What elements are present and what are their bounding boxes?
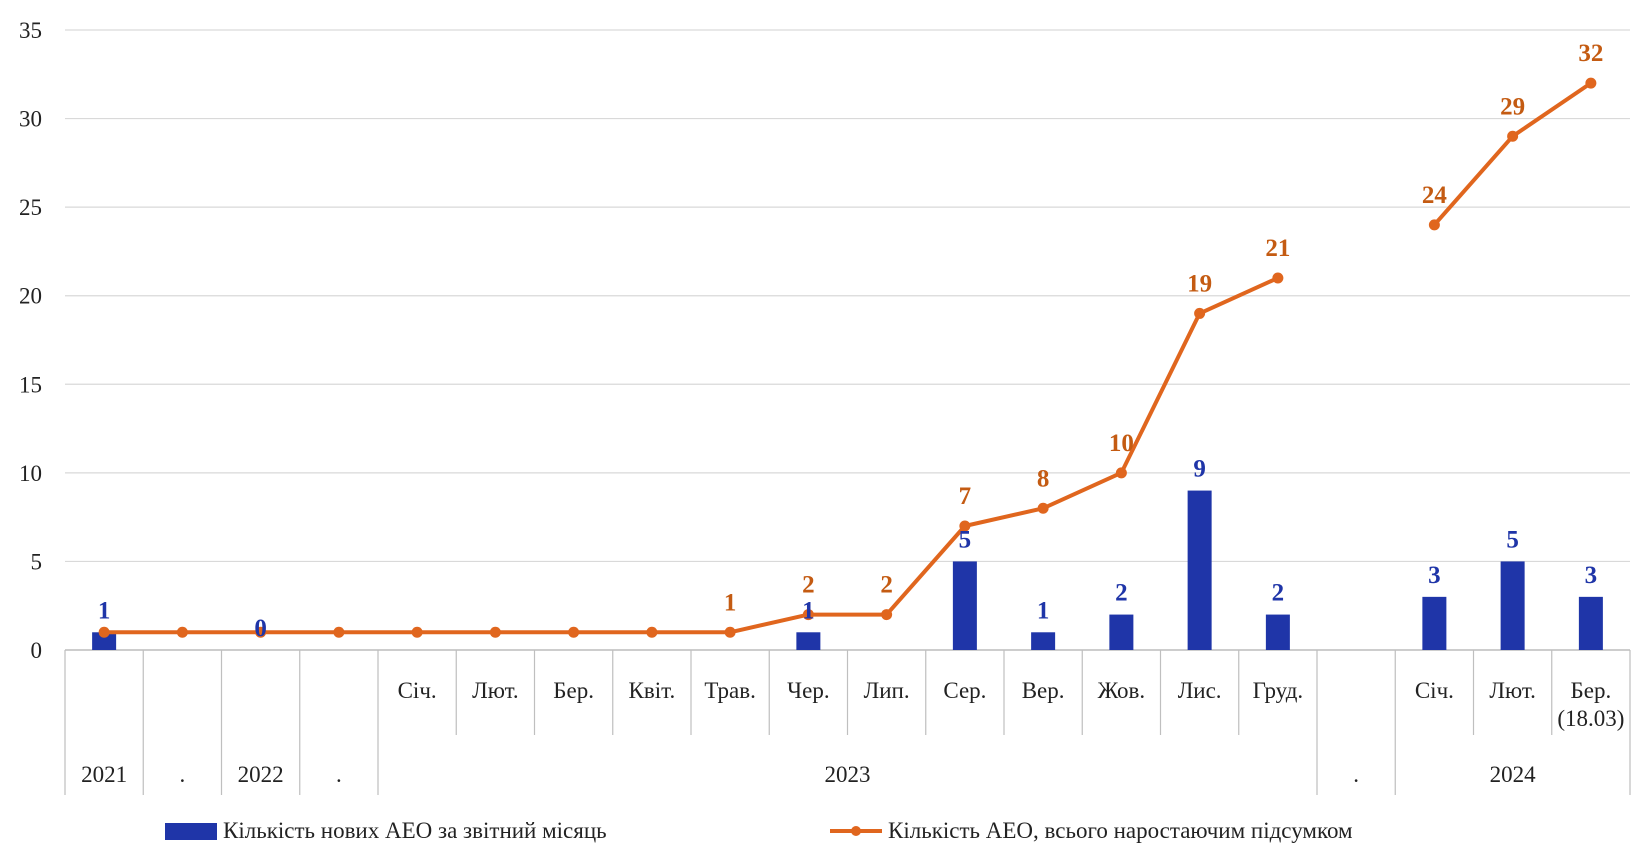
bar-value-label: 2 xyxy=(1115,580,1128,607)
x-tick-label: Лют. xyxy=(472,678,519,703)
bar-value-label: 0 xyxy=(254,615,267,642)
y-tick-label: 0 xyxy=(31,638,43,663)
line-point xyxy=(724,626,736,638)
x-tick-label: Бер. xyxy=(553,678,594,703)
line-point xyxy=(1037,502,1049,514)
bar-series xyxy=(92,490,1603,650)
x-tick-label: Січ. xyxy=(1415,678,1454,703)
line-point xyxy=(411,626,423,638)
legend-label-bars: Кількість нових АЕО за звітний місяць xyxy=(223,818,607,843)
line-point xyxy=(1272,272,1284,284)
bar xyxy=(92,632,117,650)
y-tick-label: 5 xyxy=(31,549,43,574)
line-point xyxy=(489,626,501,638)
line-point xyxy=(1194,307,1206,319)
bar-value-label: 1 xyxy=(1037,597,1050,624)
line-value-label: 24 xyxy=(1422,182,1448,209)
x-group-label: . xyxy=(336,762,342,787)
line-value-label: 2 xyxy=(880,572,893,599)
line-value-label: 2 xyxy=(802,572,815,599)
legend-label-line: Кількість АЕО, всього наростаючим підсум… xyxy=(888,818,1353,843)
bar-value-label: 5 xyxy=(959,526,972,553)
x-tick-label: (18.03) xyxy=(1557,706,1624,731)
x-group-label: 2024 xyxy=(1490,762,1537,787)
bar xyxy=(1578,596,1603,650)
x-tick-label: Січ. xyxy=(398,678,437,703)
y-axis: 0 5 10 15 20 25 30 35 xyxy=(19,18,42,663)
line-point xyxy=(1585,77,1597,89)
legend-item-bars: Кількість нових АЕО за звітний місяць xyxy=(165,818,607,844)
line-point xyxy=(333,626,345,638)
legend-item-line: Кількість АЕО, всього наростаючим підсум… xyxy=(830,818,1353,844)
line-value-label: 1 xyxy=(724,589,737,616)
line-point xyxy=(1428,219,1440,231)
bar xyxy=(1109,614,1134,650)
legend-line-swatch xyxy=(830,826,882,836)
line-value-label: 8 xyxy=(1037,465,1050,492)
x-tick-label: Вер. xyxy=(1022,678,1065,703)
bar xyxy=(796,632,821,650)
bar xyxy=(1187,490,1212,650)
line-segment xyxy=(104,276,1279,635)
line-value-label: 10 xyxy=(1109,430,1134,457)
x-tick-label: Груд. xyxy=(1253,678,1304,703)
x-tick-label: Бер. xyxy=(1571,678,1612,703)
legend-bar-swatch xyxy=(165,822,217,840)
bar-value-label: 3 xyxy=(1428,562,1441,589)
x-tick-label: Сер. xyxy=(943,678,986,703)
x-tick-label: Трав. xyxy=(704,678,756,703)
line-point xyxy=(176,626,188,638)
x-tick-label: Квіт. xyxy=(629,678,676,703)
line-point xyxy=(881,609,893,621)
line-point xyxy=(1115,467,1127,479)
bar xyxy=(1422,596,1447,650)
bar xyxy=(1031,632,1056,650)
gridlines xyxy=(65,29,1630,651)
line-point xyxy=(646,626,658,638)
line-value-label: 32 xyxy=(1578,40,1603,67)
x-tick-label: Лип. xyxy=(864,678,910,703)
line-series xyxy=(98,77,1597,638)
bar-value-label: 1 xyxy=(98,597,111,624)
x-group-label: 2022 xyxy=(238,762,284,787)
line-point xyxy=(568,626,580,638)
legend: Кількість нових АЕО за звітний місяць Кі… xyxy=(165,818,1465,848)
bar xyxy=(952,561,977,650)
line-value-label: 7 xyxy=(959,483,972,510)
bar-value-label: 5 xyxy=(1506,526,1519,553)
x-tick-label: Жов. xyxy=(1098,678,1146,703)
line-point xyxy=(255,626,267,638)
y-tick-label: 20 xyxy=(19,284,42,309)
line-point xyxy=(959,520,971,532)
bar xyxy=(1265,614,1290,650)
line-value-label: 21 xyxy=(1265,235,1290,262)
bar-value-label: 3 xyxy=(1585,562,1598,589)
x-group-label: 2021 xyxy=(81,762,127,787)
x-group-label: 2023 xyxy=(825,762,871,787)
bar xyxy=(1500,561,1525,650)
line-point xyxy=(802,609,814,621)
x-tick-label: Чер. xyxy=(787,678,829,703)
bar-value-label: 1 xyxy=(802,597,815,624)
x-axis: Січ. Лют. Бер. Квіт. Трав. Чер. Лип. Сер. Вер. Жо… xyxy=(64,649,1631,795)
y-tick-label: 35 xyxy=(19,18,42,43)
y-tick-label: 25 xyxy=(19,195,42,220)
legend-line-marker xyxy=(851,826,861,836)
bar-value-label: 9 xyxy=(1193,456,1206,483)
x-group-label: . xyxy=(1353,762,1359,787)
line-point xyxy=(98,626,110,638)
line-point xyxy=(1507,130,1519,142)
line-value-label: 19 xyxy=(1187,270,1212,297)
x-tick-label: Лют. xyxy=(1489,678,1536,703)
y-tick-label: 30 xyxy=(19,107,42,132)
y-tick-label: 10 xyxy=(19,461,42,486)
x-tick-label: Лис. xyxy=(1178,678,1222,703)
line-value-label: 29 xyxy=(1500,93,1525,120)
x-group-label: . xyxy=(180,762,186,787)
bar-value-label: 2 xyxy=(1272,580,1285,607)
y-tick-label: 15 xyxy=(19,372,42,397)
